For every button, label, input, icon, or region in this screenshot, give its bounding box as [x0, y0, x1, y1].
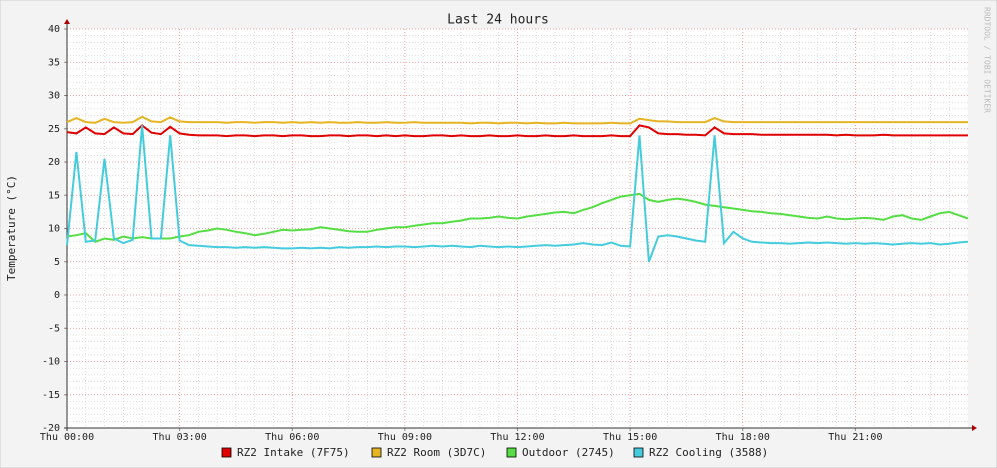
watermark: RRDTOOL / TOBI OETIKER [983, 7, 992, 113]
y-tick-label: -5 [48, 323, 60, 334]
series-line [66, 125, 969, 263]
series-line [66, 192, 969, 243]
legend-label: RZ2 Room (3D7C) [387, 446, 486, 459]
series-line [66, 115, 968, 125]
y-tick-label: 25 [48, 124, 60, 135]
y-tick-label: 15 [48, 190, 60, 201]
y-tick-label: -10 [42, 357, 60, 368]
legend-swatch [221, 447, 232, 458]
y-axis-label: Temperature (°C) [5, 175, 18, 281]
legend-label: RZ2 Intake (7F75) [237, 446, 350, 459]
legend-swatch [371, 447, 382, 458]
y-tick-label: 30 [48, 91, 60, 102]
x-tick-label: Thu 06:00 [265, 432, 319, 443]
x-tick-label: Thu 12:00 [490, 432, 544, 443]
y-axis-arrow [64, 19, 70, 24]
y-tick-label: 10 [48, 224, 60, 235]
y-tick-label: -20 [42, 423, 60, 434]
y-tick-label: -15 [42, 390, 60, 401]
legend-swatch [633, 447, 644, 458]
legend-swatch [506, 447, 517, 458]
x-tick-label: Thu 18:00 [716, 432, 770, 443]
y-tick-label: 0 [54, 290, 60, 301]
series-line [66, 124, 968, 138]
x-tick-label: Thu 03:00 [153, 432, 207, 443]
x-tick-label: Thu 21:00 [828, 432, 882, 443]
x-tick-label: Thu 15:00 [603, 432, 657, 443]
legend-label: Outdoor (2745) [522, 446, 615, 459]
y-tick-label: 5 [54, 257, 60, 268]
y-tick-label: 40 [48, 24, 60, 35]
chart-title: Last 24 hours [447, 13, 549, 28]
x-tick-label: Thu 00:00 [40, 432, 94, 443]
x-tick-label: Thu 09:00 [378, 432, 432, 443]
y-tick-label: 35 [48, 57, 60, 68]
x-axis-arrow [972, 425, 977, 431]
legend-label: RZ2 Cooling (3588) [649, 446, 768, 459]
y-tick-label: 20 [48, 157, 60, 168]
